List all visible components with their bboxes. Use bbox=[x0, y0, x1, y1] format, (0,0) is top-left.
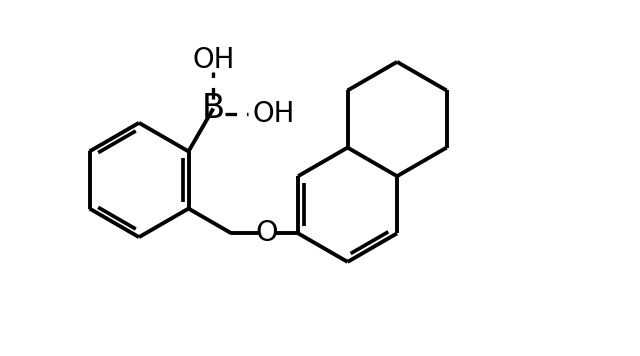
Text: OH: OH bbox=[252, 100, 295, 127]
Text: B: B bbox=[202, 92, 225, 125]
Text: O: O bbox=[255, 219, 278, 247]
Text: OH: OH bbox=[192, 46, 234, 74]
